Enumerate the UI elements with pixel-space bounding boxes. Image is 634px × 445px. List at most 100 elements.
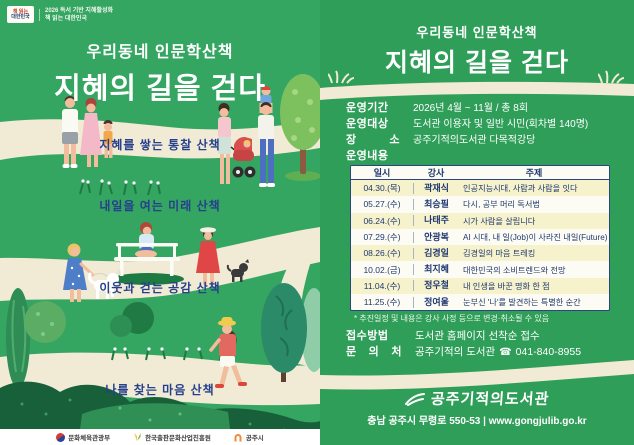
- program-info: 운영기간 2026년 4월 ~ 11월 / 총 8회 운영대상 도서관 이용자 …: [346, 99, 626, 163]
- row-date: 10.02.(금): [363, 264, 401, 275]
- small-dog: [226, 259, 249, 282]
- tree-right-top: [280, 74, 320, 181]
- badge-line2: 대한민국: [11, 13, 30, 20]
- table-row: 11.04.(수) 정우철 내 인생을 바꾼 명화 한 점: [351, 277, 609, 295]
- info-row-period: 운영기간 2026년 4월 ~ 11월 / 총 8회: [346, 99, 626, 115]
- row-topic: 대한민국의 소비트렌드와 전망: [463, 265, 566, 275]
- poster-title-right: 지혜의 길을 걷다: [385, 49, 569, 77]
- info-value-target: 도서관 이용자 및 일반 시민(회차별 140명): [413, 119, 589, 130]
- apply-method-row: 접수방법 도서관 홈페이지 선착순 접수: [346, 327, 626, 343]
- flower-dots-upper: [81, 179, 160, 185]
- partner-mcst: 문화체육관광부: [56, 432, 110, 442]
- walk-label-insight: 지혜를 쌓는 통찰 산책: [99, 138, 221, 152]
- contact-label: 문 의 처: [346, 346, 402, 358]
- apply-section: 접수방법 도서관 홈페이지 선착순 접수 문 의 처 공주기적의 도서관 ☎ 0…: [346, 327, 626, 359]
- row-date: 07.29.(수): [363, 232, 401, 243]
- grass-tuft-right-icon: [598, 70, 624, 84]
- partner-mcst-label: 문화체육관광부: [68, 435, 111, 442]
- walk-label-mind: 나를 찾는 마음 산책: [105, 383, 215, 397]
- schedule-header-topic: 주제: [525, 168, 543, 178]
- row-speaker: 안광복: [413, 231, 459, 243]
- contact-row: 문 의 처 공주기적의 도서관 ☎ 041-840-8955: [346, 343, 626, 359]
- partner-gongju: 공주시: [233, 432, 264, 442]
- trees-right-bottom: [261, 283, 320, 382]
- row-speaker: 최지혜: [413, 264, 459, 276]
- contact-phone-number: 041-840-8955: [515, 346, 582, 358]
- right-title-block: 우리동네 인문학산책 지혜의 길을 걷다: [320, 22, 634, 79]
- apply-method-label: 접수방법: [346, 330, 389, 342]
- poster-title: 지혜의 길을 걷다: [54, 73, 266, 105]
- row-speaker: 정여울: [413, 296, 459, 308]
- contact-library-name: 공주기적의 도서관: [415, 346, 496, 358]
- person-walking: [209, 317, 247, 388]
- taegeuk-icon: [56, 432, 66, 442]
- gongju-arch-icon: [234, 434, 242, 442]
- row-topic: 김경일의 마음 트레킹: [463, 249, 536, 259]
- flower-strip-upper: [79, 182, 161, 196]
- partner-gongju-label: 공주시: [245, 435, 264, 442]
- info-row-target: 운영대상 도서관 이용자 및 일반 시민(회차별 140명): [346, 115, 626, 131]
- table-row: 11.25.(수) 정여울 눈부신 '나'를 발견하는 특별한 순간: [351, 294, 609, 310]
- person-red-dress: [196, 227, 220, 285]
- row-topic: 다시, 공부 머리 독서법: [463, 200, 540, 210]
- row-speaker: 정우철: [413, 280, 459, 292]
- row-date: 11.25.(수): [363, 297, 401, 308]
- table-row: 08.26.(수) 김경일 김경일의 마음 트레킹: [351, 245, 609, 262]
- campaign-line1: 2026 독서 기반 지혜활성화: [45, 7, 114, 14]
- poster-subtitle: 우리동네 인문학산책: [86, 44, 234, 61]
- bench-sitting-person: [112, 222, 184, 285]
- library-logo-text: 공주기적의도서관: [430, 391, 551, 408]
- schedule-header-date: 일시: [373, 168, 391, 178]
- partner-footer: 문화체육관광부 한국출판문화산업진흥원 공주시: [0, 429, 320, 445]
- row-date: 04.30.(목): [363, 183, 401, 194]
- walk-label-empathy: 이웃과 걷는 공감 산책: [99, 281, 221, 295]
- row-date: 06.24.(수): [363, 215, 401, 226]
- row-speaker: 김경일: [413, 247, 459, 259]
- table-row: 05.27.(수) 최승필 다시, 공부 머리 독서법: [351, 196, 609, 212]
- people-family: [62, 96, 113, 168]
- right-panel: 우리동네 인문학산책 지혜의 길을 걷다 운영기간 2026년 4월 ~ 11월…: [320, 0, 634, 445]
- info-label-content: 운영내용: [346, 150, 389, 162]
- library-logo: 공주기적의도서관: [320, 388, 634, 409]
- schedule-table: 일시 강사 주제 04.30.(목) 곽재식 인공지능시대, 사람과 사람을 잇…: [350, 165, 610, 312]
- path-band-decoration-top: [320, 81, 634, 100]
- info-value-period: 2026년 4월 ~ 11월 / 총 8회: [413, 103, 529, 114]
- grass-tuft-left-icon: [328, 70, 354, 84]
- campaign-divider: [39, 8, 40, 21]
- apply-method-value: 도서관 홈페이지 선착순 접수: [415, 330, 540, 342]
- row-date: 08.26.(수): [363, 248, 401, 259]
- people-stroller-family: [218, 86, 275, 187]
- row-date: 05.27.(수): [363, 199, 401, 210]
- table-row: 04.30.(목) 곽재식 인공지능시대, 사람과 사람을 잇다: [351, 180, 609, 197]
- info-value-place: 공주기적의도서관 다목적강당: [413, 135, 536, 146]
- schedule-header: 일시 강사 주제: [351, 166, 609, 180]
- phone-icon: ☎: [499, 347, 512, 358]
- row-topic: AI 시대, 내 일(Job)이 사라진 내일(Future): [463, 233, 608, 243]
- table-row: 06.24.(수) 나태주 시가 사람을 살립니다: [351, 212, 609, 229]
- table-row: 10.02.(금) 최지혜 대한민국의 소비트렌드와 전망: [351, 261, 609, 277]
- info-label-target: 운영대상: [346, 118, 389, 130]
- library-address: 충남 공주시 무령로 550-53 | www.gongjulib.go.kr: [367, 416, 587, 427]
- walk-label-future: 내일을 여는 미래 산책: [99, 199, 221, 213]
- partner-kpipa: 한국출판문화산업진흥원: [132, 432, 211, 442]
- left-title-block: 우리동네 인문학산책 지혜의 길을 걷다: [0, 38, 320, 107]
- reading-korea-badge-logo: 책 읽는 대한민국: [7, 6, 34, 23]
- path-band-decoration-bottom: [320, 360, 634, 390]
- contact-value: 공주기적의 도서관 ☎ 041-840-8955: [415, 344, 581, 359]
- book-leaf-icon: [134, 433, 141, 441]
- poster-subtitle-right: 우리동네 인문학산책: [416, 25, 538, 40]
- row-speaker: 곽재식: [413, 182, 459, 194]
- row-topic: 내 인생을 바꾼 명화 한 점: [463, 281, 550, 291]
- info-row-place: 장 소 공주기적의도서관 다목적강당: [346, 131, 626, 147]
- row-speaker: 최승필: [413, 198, 459, 210]
- info-label-period: 운영기간: [346, 102, 389, 114]
- left-panel: 책 읽는 대한민국 2026 독서 기반 지혜활성화 책 읽는 대한민국 우리동…: [0, 6, 320, 445]
- row-date: 11.04.(수): [363, 280, 401, 291]
- row-topic: 눈부신 '나'를 발견하는 특별한 순간: [463, 298, 581, 308]
- row-topic: 시가 사람을 살립니다: [463, 216, 536, 226]
- campaign-line2: 책 읽는 대한민국: [45, 15, 87, 22]
- schedule-header-speaker: 강사: [427, 168, 445, 178]
- row-topic: 인공지능시대, 사람과 사람을 잇다: [463, 184, 578, 194]
- row-speaker: 나태주: [413, 215, 459, 227]
- person-dog-walker: [63, 243, 121, 302]
